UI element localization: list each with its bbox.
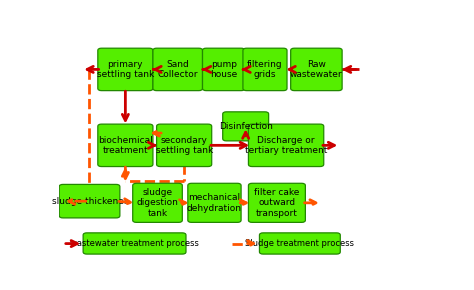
FancyBboxPatch shape	[243, 48, 287, 90]
FancyBboxPatch shape	[248, 124, 324, 166]
FancyBboxPatch shape	[153, 48, 202, 90]
Text: sludge
digestion
tank: sludge digestion tank	[137, 188, 178, 218]
Text: pump
house: pump house	[210, 60, 237, 79]
Text: biochemical
treatment: biochemical treatment	[98, 136, 153, 155]
FancyBboxPatch shape	[188, 183, 241, 222]
Text: Discharge or
tertiary treatment: Discharge or tertiary treatment	[245, 136, 327, 155]
Text: filter cake
outward
transport: filter cake outward transport	[254, 188, 300, 218]
FancyBboxPatch shape	[98, 124, 153, 166]
FancyBboxPatch shape	[202, 48, 245, 90]
Text: secondary
settling tank: secondary settling tank	[155, 136, 213, 155]
FancyBboxPatch shape	[259, 233, 340, 254]
Text: Sludge treatment process: Sludge treatment process	[246, 239, 355, 248]
FancyBboxPatch shape	[248, 183, 305, 222]
FancyBboxPatch shape	[223, 112, 269, 141]
FancyBboxPatch shape	[83, 233, 186, 254]
Text: mechanical
dehydration: mechanical dehydration	[187, 193, 242, 213]
Text: primary
settling tank: primary settling tank	[97, 60, 154, 79]
FancyBboxPatch shape	[98, 48, 153, 90]
FancyBboxPatch shape	[291, 48, 342, 90]
FancyBboxPatch shape	[133, 183, 182, 222]
FancyBboxPatch shape	[59, 184, 120, 218]
Text: filtering
grids: filtering grids	[247, 60, 283, 79]
Text: wastewater treatment process: wastewater treatment process	[70, 239, 199, 248]
Text: Sand
Collector: Sand Collector	[157, 60, 198, 79]
FancyBboxPatch shape	[156, 124, 212, 166]
Text: Raw
wastewater: Raw wastewater	[290, 60, 343, 79]
Text: Disinfection: Disinfection	[219, 122, 273, 131]
Text: sludge thickener: sludge thickener	[52, 197, 128, 206]
